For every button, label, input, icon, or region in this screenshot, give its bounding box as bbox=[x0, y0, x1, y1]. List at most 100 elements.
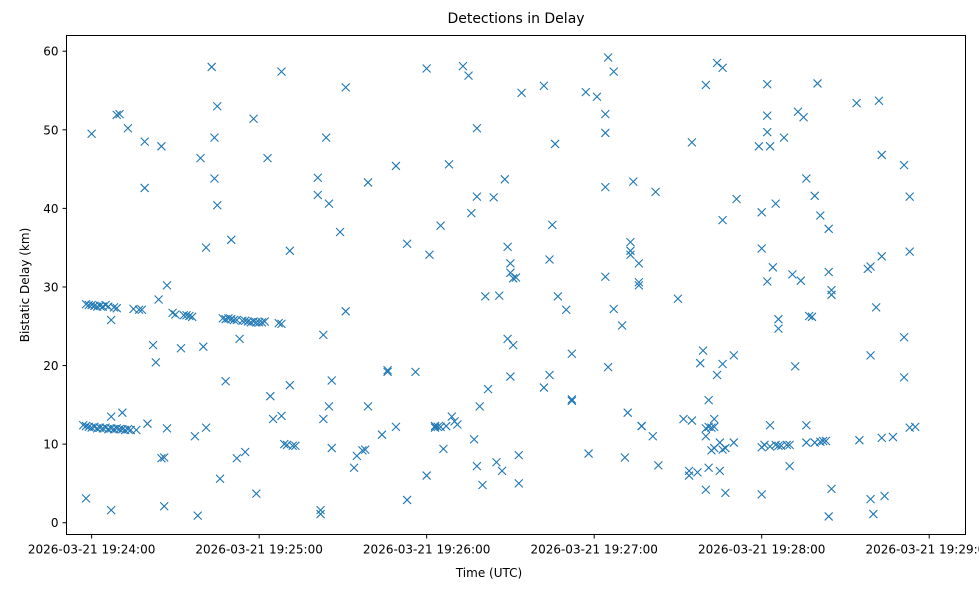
data-point-x-marker bbox=[757, 207, 767, 217]
data-point-x-marker bbox=[785, 440, 794, 450]
data-point-x-marker bbox=[279, 439, 289, 449]
data-point-x-marker bbox=[391, 422, 401, 432]
data-point-x-marker bbox=[701, 485, 711, 495]
data-point-x-marker bbox=[106, 412, 116, 422]
data-point-x-marker bbox=[503, 242, 513, 252]
data-point-x-marker bbox=[257, 317, 267, 327]
data-point-x-marker bbox=[600, 109, 610, 119]
data-point-x-marker bbox=[318, 330, 328, 340]
data-point-x-marker bbox=[687, 137, 697, 147]
data-point-x-marker bbox=[411, 367, 420, 377]
y-tick-label: 30 bbox=[43, 280, 58, 294]
data-point-x-marker bbox=[567, 349, 577, 359]
data-point-x-marker bbox=[637, 421, 647, 431]
data-point-x-marker bbox=[260, 317, 270, 326]
data-point-x-marker bbox=[115, 109, 124, 119]
data-point-x-marker bbox=[226, 235, 236, 245]
data-point-x-marker bbox=[285, 246, 295, 256]
data-point-x-marker bbox=[762, 111, 772, 121]
data-point-x-marker bbox=[87, 129, 97, 139]
data-point-x-marker bbox=[483, 384, 493, 394]
data-point-x-marker bbox=[628, 177, 638, 187]
data-point-x-marker bbox=[651, 187, 660, 197]
x-tick-label: 2026-03-21 19:29:00 bbox=[865, 543, 979, 557]
data-point-x-marker bbox=[824, 267, 834, 277]
data-point-x-marker bbox=[109, 303, 119, 312]
data-point-x-marker bbox=[581, 87, 591, 97]
data-point-x-marker bbox=[827, 484, 836, 494]
data-point-x-marker bbox=[458, 61, 468, 71]
data-point-x-marker bbox=[478, 480, 487, 490]
data-point-x-marker bbox=[81, 493, 91, 503]
data-point-x-marker bbox=[762, 79, 772, 89]
data-point-x-marker bbox=[101, 300, 110, 310]
data-point-x-marker bbox=[899, 332, 909, 342]
data-point-x-marker bbox=[313, 190, 323, 200]
data-point-x-marker bbox=[899, 372, 909, 382]
data-point-x-marker bbox=[363, 402, 373, 411]
data-point-x-marker bbox=[679, 414, 688, 424]
data-point-x-marker bbox=[634, 277, 644, 287]
data-point-x-marker bbox=[157, 453, 166, 463]
data-point-x-marker bbox=[318, 414, 328, 424]
data-point-x-marker bbox=[240, 316, 250, 326]
data-point-x-marker bbox=[707, 423, 716, 433]
data-point-x-marker bbox=[210, 174, 219, 183]
data-point-x-marker bbox=[695, 358, 705, 368]
data-point-x-marker bbox=[634, 259, 644, 268]
data-point-x-marker bbox=[229, 315, 239, 325]
data-point-x-marker bbox=[327, 376, 337, 385]
data-point-x-marker bbox=[117, 408, 127, 418]
data-point-x-marker bbox=[866, 494, 875, 504]
data-point-x-marker bbox=[383, 367, 392, 377]
data-point-x-marker bbox=[718, 63, 727, 73]
data-point-x-marker bbox=[765, 141, 775, 151]
data-point-x-marker bbox=[874, 96, 884, 106]
data-point-x-marker bbox=[193, 511, 203, 521]
data-point-x-marker bbox=[709, 414, 719, 424]
data-point-x-marker bbox=[81, 421, 91, 431]
data-point-x-marker bbox=[358, 446, 367, 455]
data-point-x-marker bbox=[810, 191, 820, 201]
data-point-x-marker bbox=[634, 281, 644, 290]
data-point-x-marker bbox=[360, 445, 370, 455]
data-point-x-marker bbox=[207, 62, 217, 72]
data-point-x-marker bbox=[436, 221, 446, 231]
data-point-x-marker bbox=[517, 88, 526, 98]
data-point-x-marker bbox=[221, 376, 231, 386]
data-point-x-marker bbox=[441, 421, 451, 431]
data-point-x-marker bbox=[500, 174, 510, 184]
data-point-x-marker bbox=[402, 495, 412, 505]
data-point-x-marker bbox=[87, 300, 97, 310]
data-point-x-marker bbox=[623, 408, 633, 418]
data-point-x-marker bbox=[134, 305, 144, 315]
data-point-x-marker bbox=[712, 370, 722, 380]
data-point-x-marker bbox=[444, 159, 454, 169]
data-point-x-marker bbox=[377, 430, 387, 440]
data-point-x-marker bbox=[508, 273, 518, 283]
x-tick-label: 2026-03-21 19:25:00 bbox=[195, 543, 322, 557]
data-point-x-marker bbox=[765, 420, 775, 430]
data-point-x-marker bbox=[877, 150, 887, 160]
data-point-x-marker bbox=[363, 178, 373, 187]
data-point-x-marker bbox=[201, 423, 211, 433]
data-point-x-marker bbox=[788, 270, 797, 279]
data-point-x-marker bbox=[472, 123, 482, 133]
data-point-x-marker bbox=[190, 431, 200, 441]
data-point-x-marker bbox=[112, 110, 122, 120]
data-point-x-marker bbox=[511, 273, 521, 282]
data-point-x-marker bbox=[545, 255, 554, 264]
data-point-x-marker bbox=[774, 324, 783, 334]
data-point-x-marker bbox=[162, 424, 172, 433]
y-tick-label: 40 bbox=[43, 202, 58, 216]
data-point-x-marker bbox=[327, 443, 337, 453]
data-point-x-marker bbox=[762, 127, 772, 137]
y-tick-label: 0 bbox=[51, 516, 59, 530]
data-point-x-marker bbox=[620, 453, 630, 462]
data-point-x-marker bbox=[335, 227, 345, 237]
data-point-x-marker bbox=[196, 153, 205, 163]
data-point-x-marker bbox=[391, 161, 401, 171]
data-point-x-marker bbox=[425, 250, 434, 260]
data-point-x-marker bbox=[170, 310, 180, 319]
data-point-x-marker bbox=[240, 447, 250, 457]
